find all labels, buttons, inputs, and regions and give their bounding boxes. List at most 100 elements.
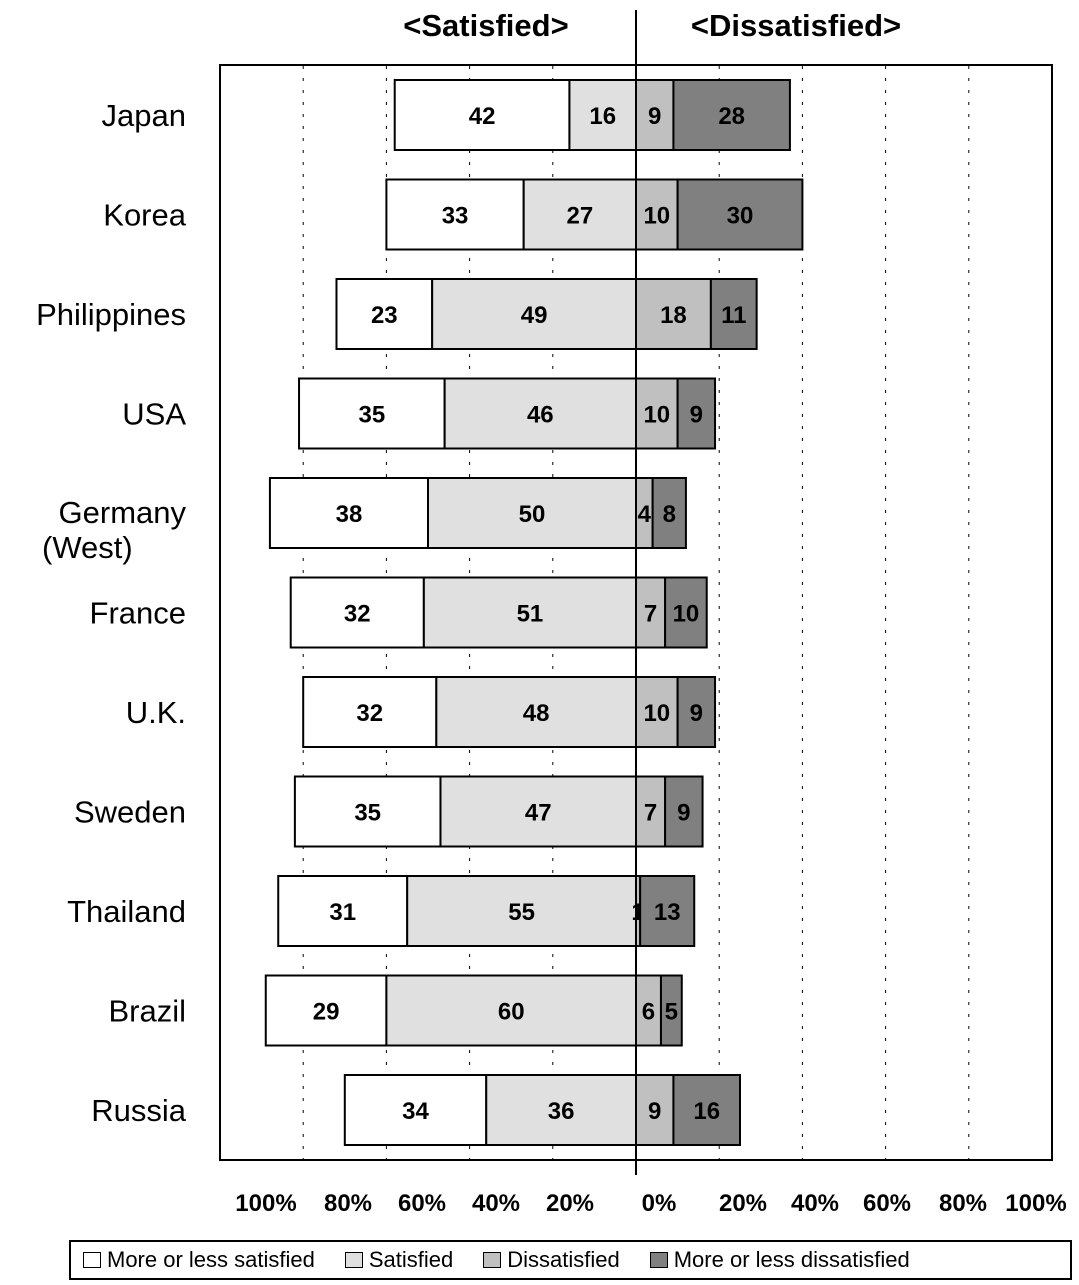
- header-satisfied: <Satisfied>: [403, 8, 568, 43]
- bar-more-or-less-satisfied: [343, 1074, 488, 1146]
- data-label: 9: [677, 800, 690, 827]
- data-label: 9: [690, 700, 703, 727]
- x-tick-label: 100%: [235, 1190, 296, 1217]
- data-label: 6: [642, 999, 655, 1026]
- bar-more-or-less-dissatisfied: [672, 79, 791, 151]
- x-tick-label: 20%: [719, 1190, 767, 1217]
- legend-swatch-dissatisfied: [483, 1252, 502, 1268]
- data-label: 46: [527, 402, 554, 429]
- bar-dissatisfied: [635, 377, 679, 450]
- category-label: Russia: [91, 1093, 187, 1128]
- legend-item: Satisfied: [344, 1247, 454, 1273]
- bar-more-or-less-satisfied: [268, 477, 430, 549]
- data-label: 7: [644, 800, 657, 827]
- data-label: 32: [344, 601, 371, 628]
- bar-more-or-less-dissatisfied: [676, 377, 717, 450]
- bar-more-or-less-satisfied: [385, 178, 525, 251]
- category-label: Korea: [103, 198, 186, 233]
- legend-swatch-satisfied: [344, 1252, 363, 1268]
- data-label: 49: [521, 302, 548, 329]
- x-tick-labels: 100% 80% 60% 40% 20% 0% 20% 40% 60% 80% 100%: [235, 1190, 1066, 1217]
- x-tick-label: 60%: [398, 1190, 446, 1217]
- bar-satisfied: [385, 974, 637, 1047]
- category-label: Germany: [59, 495, 187, 530]
- bar-more-or-less-dissatisfied: [664, 775, 704, 848]
- data-label: 50: [519, 501, 546, 528]
- data-label: 33: [442, 203, 469, 230]
- x-tick-label: 40%: [791, 1190, 839, 1217]
- bar-more-or-less-dissatisfied: [651, 477, 687, 549]
- legend-swatch-more-or-less-dissatisfied: [649, 1252, 668, 1268]
- data-label: 34: [402, 1098, 429, 1125]
- data-label: 18: [660, 302, 687, 329]
- x-tick-label: 0%: [642, 1190, 677, 1217]
- bar-more-or-less-dissatisfied: [676, 178, 804, 251]
- data-label: 9: [648, 1098, 661, 1125]
- bar-satisfied: [431, 278, 637, 350]
- bar-more-or-less-satisfied: [293, 775, 442, 848]
- legend-label: More or less dissatisfied: [673, 1247, 910, 1272]
- legend-item: More or less dissatisfied: [649, 1247, 910, 1273]
- bar-satisfied: [443, 377, 638, 450]
- bar-dissatisfied: [635, 79, 675, 151]
- category-label: Thailand: [67, 894, 186, 929]
- data-label: 31: [329, 899, 356, 926]
- data-label: 9: [690, 402, 703, 429]
- category-label: Sweden: [74, 795, 186, 830]
- data-label: 11: [721, 302, 746, 329]
- bar-satisfied: [522, 178, 637, 251]
- legend: More or less satisfied Satisfied Dissati…: [69, 1240, 1072, 1280]
- bar-more-or-less-dissatisfied: [659, 974, 683, 1047]
- data-label: 10: [643, 203, 670, 230]
- category-label: Brazil: [108, 994, 186, 1029]
- legend-swatch-more-or-less-satisfied: [83, 1252, 101, 1268]
- category-labels: Japan Korea Philippines USA Germany(West) Fra…: [36, 98, 187, 1128]
- category-label: France: [90, 596, 186, 631]
- legend-label: More or less satisfied: [107, 1247, 315, 1272]
- category-label: U.K.: [126, 695, 186, 730]
- bar-satisfied: [435, 676, 637, 748]
- x-tick-label: 40%: [472, 1190, 520, 1217]
- bar-more-or-less-dissatisfied: [709, 278, 758, 350]
- category-label: Japan: [102, 98, 186, 133]
- data-label: 5: [665, 999, 678, 1026]
- bar-satisfied: [427, 477, 637, 549]
- data-label: 38: [336, 501, 363, 528]
- bar-dissatisfied: [635, 178, 679, 251]
- data-label: 8: [663, 501, 676, 528]
- diverging-bar-chart: <Satisfied> <Dissatisfied> 42 16 9 28 33 27 10…: [36, 8, 1067, 1217]
- bar-more-or-less-dissatisfied: [639, 875, 696, 947]
- x-tick-label: 60%: [863, 1190, 911, 1217]
- data-label: 36: [548, 1098, 575, 1125]
- data-label: 60: [498, 999, 525, 1026]
- data-label: 28: [718, 103, 745, 130]
- legend-item: Dissatisfied: [483, 1247, 620, 1273]
- data-label: 13: [654, 899, 681, 926]
- data-label: 10: [673, 601, 700, 628]
- data-label: 9: [648, 103, 661, 130]
- legend-item: More or less satisfied: [83, 1247, 315, 1273]
- data-label: 23: [371, 302, 398, 329]
- data-label: 16: [589, 103, 616, 130]
- data-label: 30: [727, 203, 754, 230]
- x-tick-label: 100%: [1005, 1190, 1066, 1217]
- x-tick-label: 20%: [546, 1190, 594, 1217]
- legend-label: Satisfied: [368, 1247, 454, 1272]
- x-tick-label: 80%: [939, 1190, 987, 1217]
- data-label: 42: [469, 103, 496, 130]
- data-label: 16: [693, 1098, 720, 1125]
- bar-more-or-less-satisfied: [393, 79, 571, 151]
- x-tick-label: 80%: [324, 1190, 372, 1217]
- header-dissatisfied: <Dissatisfied>: [691, 8, 901, 43]
- bar-satisfied: [439, 775, 638, 848]
- bar-more-or-less-dissatisfied: [664, 576, 708, 649]
- data-label: 35: [358, 402, 385, 429]
- data-label: 55: [508, 899, 535, 926]
- category-label: Philippines: [36, 297, 186, 332]
- bar-more-or-less-dissatisfied: [672, 1074, 741, 1146]
- data-label: 32: [356, 700, 383, 727]
- data-label: 4: [638, 501, 652, 528]
- data-label: 10: [643, 700, 670, 727]
- bar-more-or-less-dissatisfied: [676, 676, 717, 748]
